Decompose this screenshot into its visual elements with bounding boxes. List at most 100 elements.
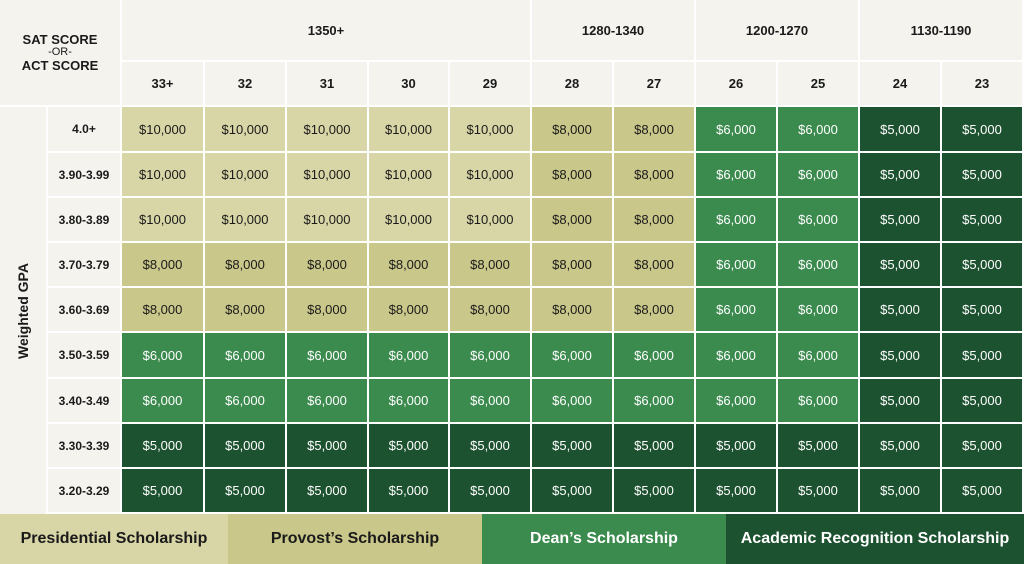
award-cell: $5,000 [450, 469, 530, 512]
award-cell: $5,000 [450, 424, 530, 467]
award-cell: $8,000 [614, 153, 694, 196]
award-cell: $8,000 [450, 288, 530, 331]
legend-item: Academic Recognition Scholarship [726, 514, 1024, 564]
act-score-header: 25 [778, 62, 858, 105]
award-cell: $10,000 [450, 198, 530, 241]
award-cell: $10,000 [205, 198, 285, 241]
award-cell: $10,000 [122, 107, 203, 151]
award-cell: $10,000 [287, 107, 367, 151]
award-cell: $8,000 [369, 288, 448, 331]
award-cell: $5,000 [942, 469, 1022, 512]
award-cell: $8,000 [287, 288, 367, 331]
corner-line1: SAT SCORE [22, 32, 98, 47]
award-cell: $5,000 [614, 424, 694, 467]
act-score-header: 28 [532, 62, 612, 105]
act-score-header: 32 [205, 62, 285, 105]
award-cell: $5,000 [942, 243, 1022, 286]
award-cell: $10,000 [369, 107, 448, 151]
award-cell: $5,000 [860, 107, 940, 151]
award-cell: $5,000 [942, 379, 1022, 422]
award-cell: $5,000 [942, 288, 1022, 331]
award-cell: $5,000 [778, 424, 858, 467]
award-cell: $8,000 [532, 288, 612, 331]
gpa-row-header: 4.0+ [48, 107, 120, 151]
act-score-header: 26 [696, 62, 776, 105]
award-cell: $8,000 [532, 107, 612, 151]
award-cell: $10,000 [450, 153, 530, 196]
award-cell: $5,000 [122, 424, 203, 467]
award-cell: $6,000 [369, 333, 448, 377]
award-cell: $10,000 [205, 153, 285, 196]
award-cell: $6,000 [450, 333, 530, 377]
legend-item: Dean’s Scholarship [482, 514, 726, 564]
award-cell: $10,000 [369, 153, 448, 196]
award-cell: $5,000 [369, 424, 448, 467]
award-cell: $8,000 [205, 243, 285, 286]
award-cell: $6,000 [532, 379, 612, 422]
act-score-header: 29 [450, 62, 530, 105]
award-cell: $8,000 [450, 243, 530, 286]
award-cell: $6,000 [205, 379, 285, 422]
award-cell: $8,000 [532, 243, 612, 286]
award-cell: $10,000 [287, 153, 367, 196]
sat-group-header: 1280-1340 [532, 0, 694, 60]
award-cell: $8,000 [614, 288, 694, 331]
award-cell: $6,000 [696, 243, 776, 286]
award-cell: $5,000 [532, 469, 612, 512]
award-cell: $6,000 [778, 198, 858, 241]
award-cell: $6,000 [778, 379, 858, 422]
act-score-header: 23 [942, 62, 1022, 105]
act-score-header: 31 [287, 62, 367, 105]
award-cell: $5,000 [860, 469, 940, 512]
award-cell: $5,000 [860, 288, 940, 331]
gpa-row-header: 3.50-3.59 [48, 333, 120, 377]
award-cell: $8,000 [614, 243, 694, 286]
award-cell: $5,000 [696, 424, 776, 467]
award-cell: $6,000 [287, 379, 367, 422]
award-cell: $5,000 [860, 153, 940, 196]
award-cell: $6,000 [532, 333, 612, 377]
award-cell: $5,000 [860, 379, 940, 422]
award-cell: $5,000 [532, 424, 612, 467]
award-cell: $6,000 [696, 333, 776, 377]
corner-line2: -OR- [48, 46, 72, 58]
award-cell: $6,000 [369, 379, 448, 422]
award-cell: $6,000 [696, 153, 776, 196]
award-cell: $5,000 [860, 198, 940, 241]
act-score-header: 33+ [122, 62, 203, 105]
scholarship-legend: Presidential Scholarship Provost’s Schola… [0, 514, 1024, 564]
award-cell: $5,000 [942, 107, 1022, 151]
award-cell: $5,000 [942, 424, 1022, 467]
award-cell: $5,000 [287, 469, 367, 512]
award-cell: $5,000 [205, 469, 285, 512]
award-cell: $6,000 [450, 379, 530, 422]
award-cell: $6,000 [614, 333, 694, 377]
award-cell: $5,000 [860, 333, 940, 377]
award-cell: $6,000 [614, 379, 694, 422]
award-cell: $6,000 [778, 153, 858, 196]
legend-item: Provost’s Scholarship [228, 514, 482, 564]
award-cell: $10,000 [122, 198, 203, 241]
corner-line3: ACT SCORE [21, 58, 99, 73]
sat-group-header: 1200-1270 [696, 0, 858, 60]
award-cell: $6,000 [696, 198, 776, 241]
scholarship-grid: SAT SCORE -OR- ACT SCORE 1350+ 1280-1340 1200… [0, 0, 1022, 514]
gpa-row-header: 3.40-3.49 [48, 379, 120, 422]
award-cell: $6,000 [122, 379, 203, 422]
award-cell: $5,000 [287, 424, 367, 467]
award-cell: $8,000 [205, 288, 285, 331]
award-cell: $8,000 [122, 243, 203, 286]
award-cell: $6,000 [287, 333, 367, 377]
legend-item: Presidential Scholarship [0, 514, 228, 564]
gpa-row-header: 3.30-3.39 [48, 424, 120, 467]
award-cell: $6,000 [778, 288, 858, 331]
award-cell: $6,000 [778, 107, 858, 151]
award-cell: $10,000 [450, 107, 530, 151]
gpa-row-header: 3.60-3.69 [48, 288, 120, 331]
award-cell: $5,000 [860, 243, 940, 286]
act-score-header: 27 [614, 62, 694, 105]
gpa-row-header: 3.90-3.99 [48, 153, 120, 196]
award-cell: $5,000 [778, 469, 858, 512]
award-cell: $5,000 [614, 469, 694, 512]
award-cell: $5,000 [122, 469, 203, 512]
